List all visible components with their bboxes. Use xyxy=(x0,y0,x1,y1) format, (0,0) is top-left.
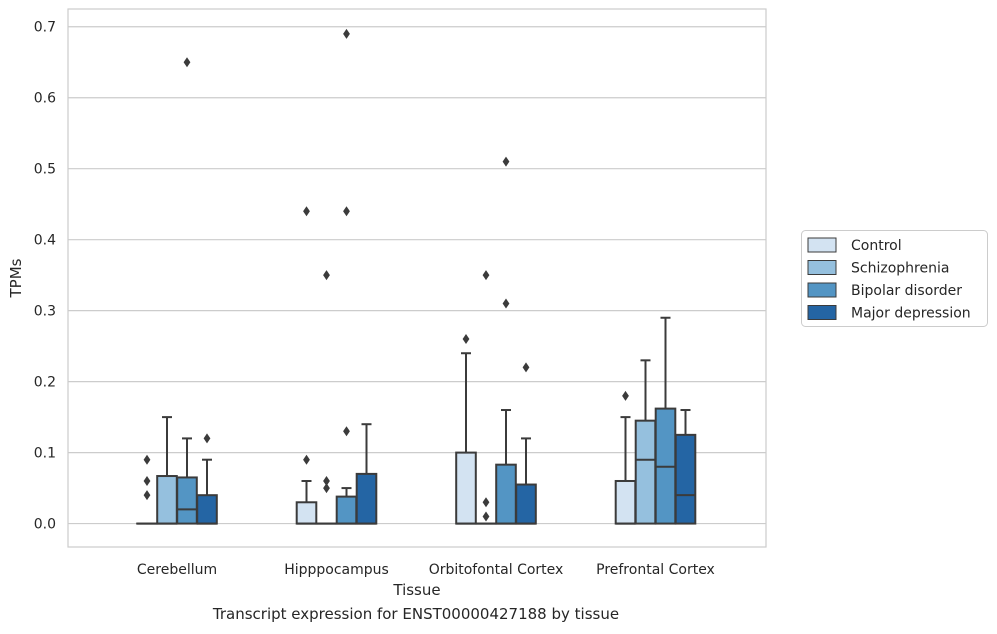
box xyxy=(315,270,338,525)
y-tick-label: 0.5 xyxy=(34,162,56,178)
outlier-point xyxy=(323,483,330,494)
box-iqr xyxy=(355,472,378,525)
outlier-point xyxy=(323,270,330,281)
x-tick-label: Orbitofontal Cortex xyxy=(429,562,564,578)
box xyxy=(295,206,318,525)
box xyxy=(674,409,697,525)
outlier-point xyxy=(482,270,490,281)
box-iqr xyxy=(455,451,477,525)
box xyxy=(136,454,158,525)
series-1 xyxy=(156,270,657,525)
y-tick-label: 0.2 xyxy=(34,375,56,391)
x-axis-label: Tissue xyxy=(392,581,440,599)
y-tick-label: 0.7 xyxy=(34,20,56,36)
box xyxy=(475,270,497,525)
y-axis-label: TPMs xyxy=(7,258,25,298)
y-tick-label: 0.0 xyxy=(34,517,56,533)
box xyxy=(455,334,477,525)
x-axis-ticks: Cerebellum Hipppocampus Orbitofontal Corte… xyxy=(137,562,715,578)
outlier-point xyxy=(343,206,350,217)
legend-label: Bipolar disorder xyxy=(851,283,962,299)
box xyxy=(515,362,537,525)
plot-frame xyxy=(67,8,767,548)
box xyxy=(335,28,358,525)
legend-frame xyxy=(801,230,988,327)
x-tick-label: Prefrontal Cortex xyxy=(596,562,715,578)
outlier-point xyxy=(143,490,151,501)
outlier-point xyxy=(203,433,211,444)
legend-swatch xyxy=(807,305,837,320)
box xyxy=(495,156,517,525)
box xyxy=(156,416,178,525)
legend-swatch xyxy=(807,282,837,298)
series-2 xyxy=(176,28,677,525)
outlier-point xyxy=(143,454,151,465)
gridlines xyxy=(68,26,766,525)
outlier-point xyxy=(482,511,490,522)
legend-label: Major depression xyxy=(851,306,971,322)
box xyxy=(196,433,218,525)
outlier-point xyxy=(343,426,350,437)
y-axis-ticks: 0.0 0.1 0.2 0.3 0.4 0.5 0.6 0.7 xyxy=(34,20,56,533)
legend-label: Schizophrenia xyxy=(851,261,949,277)
legend-swatch xyxy=(807,260,837,275)
legend: Control Schizophrenia Bipolar disorder Majo… xyxy=(801,230,988,327)
y-tick-label: 0.6 xyxy=(34,91,56,107)
box xyxy=(654,316,677,525)
series-0 xyxy=(136,206,637,525)
legend-label: Control xyxy=(851,238,902,254)
box-series xyxy=(136,28,697,525)
box-iqr xyxy=(634,419,657,525)
outlier-point xyxy=(323,475,330,486)
outlier-point xyxy=(183,57,191,68)
box-iqr xyxy=(196,494,218,525)
box-iqr xyxy=(156,475,178,525)
box-iqr xyxy=(674,433,697,525)
box-iqr xyxy=(335,495,358,525)
outlier-point xyxy=(622,390,629,401)
outlier-point xyxy=(522,362,530,373)
box-iqr xyxy=(515,483,537,525)
outlier-point xyxy=(303,206,310,217)
outlier-point xyxy=(502,298,510,309)
box-iqr xyxy=(614,479,637,525)
legend-swatch xyxy=(807,237,837,253)
outlier-point xyxy=(143,475,151,486)
x-tick-label: Hipppocampus xyxy=(284,562,389,578)
box-iqr xyxy=(176,476,198,525)
outlier-point xyxy=(462,334,470,345)
box xyxy=(176,57,198,525)
outlier-point xyxy=(502,156,510,167)
outlier-point xyxy=(343,28,350,39)
box-iqr xyxy=(495,463,517,525)
outlier-point xyxy=(303,454,310,465)
series-3 xyxy=(196,362,697,525)
x-tick-label: Cerebellum xyxy=(137,562,217,578)
box xyxy=(634,359,657,525)
figure-caption: Transcript expression for ENST0000042718… xyxy=(212,605,620,623)
box xyxy=(614,390,637,525)
box-iqr xyxy=(295,501,318,525)
y-tick-label: 0.3 xyxy=(34,304,56,320)
y-tick-label: 0.4 xyxy=(34,233,56,249)
outlier-point xyxy=(482,497,490,508)
box xyxy=(355,423,378,525)
y-tick-label: 0.1 xyxy=(34,446,56,462)
